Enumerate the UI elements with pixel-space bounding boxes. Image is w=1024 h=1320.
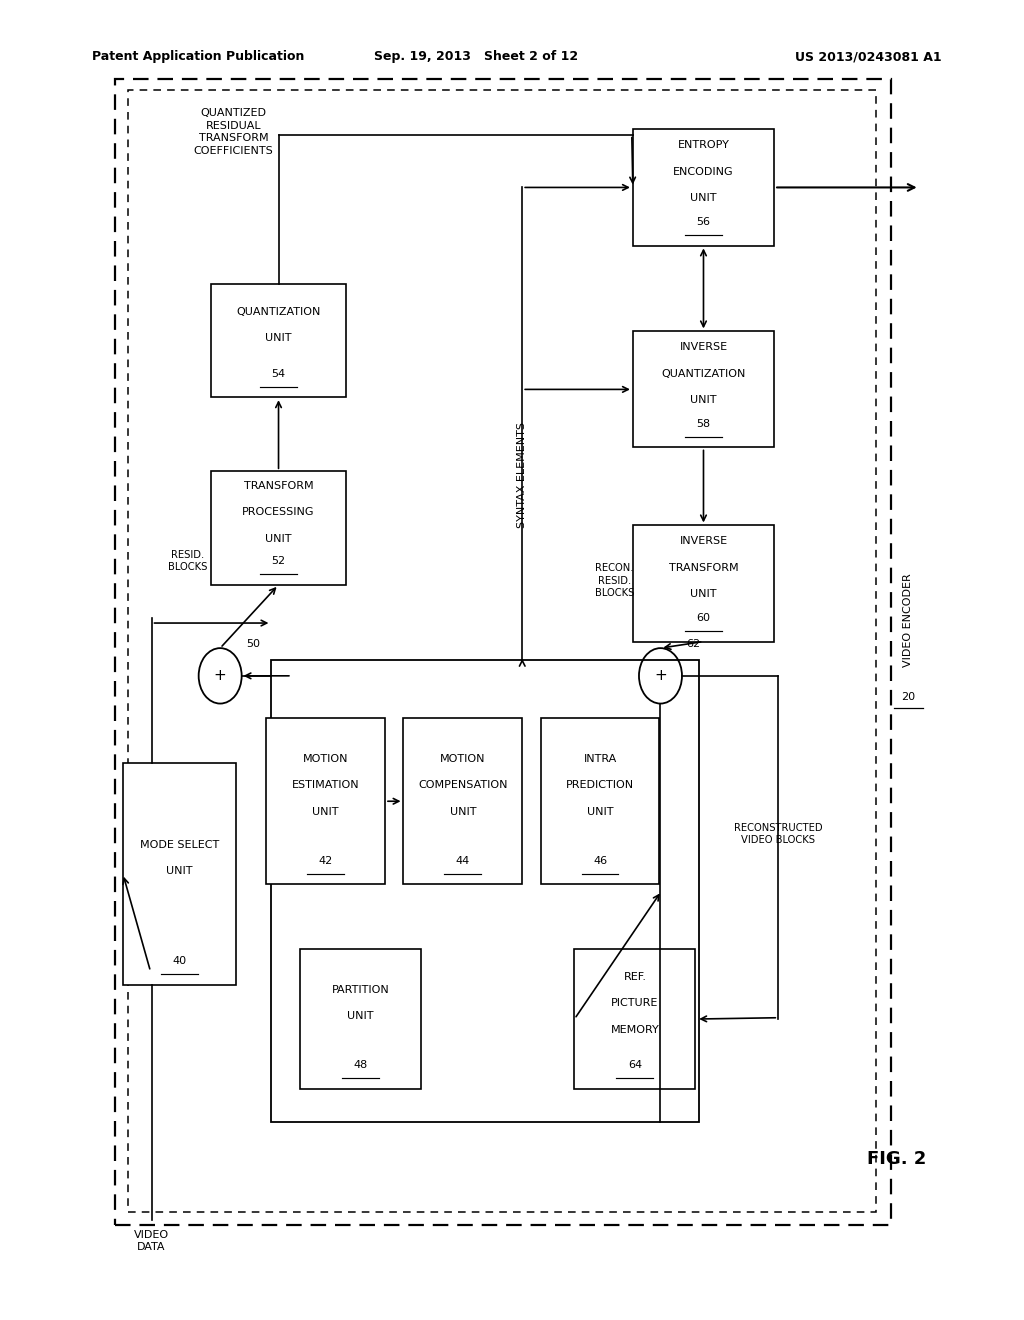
Bar [123,763,236,985]
Text: UNIT: UNIT [265,333,292,343]
Text: INVERSE: INVERSE [680,536,727,546]
Text: UNIT: UNIT [166,866,193,876]
Text: 54: 54 [271,368,286,379]
Text: 46: 46 [593,855,607,866]
Text: VIDEO ENCODER: VIDEO ENCODER [903,573,913,668]
Text: UNIT: UNIT [690,395,717,405]
Text: UNIT: UNIT [347,1011,374,1022]
Text: COMPENSATION: COMPENSATION [418,780,508,791]
Bar [403,718,522,884]
Text: ESTIMATION: ESTIMATION [292,780,359,791]
Text: QUANTIZED
RESIDUAL
TRANSFORM
COEFFICIENTS: QUANTIZED RESIDUAL TRANSFORM COEFFICIENT… [194,108,273,156]
Text: +: + [214,668,226,684]
Text: RECONSTRUCTED
VIDEO BLOCKS: RECONSTRUCTED VIDEO BLOCKS [734,824,822,845]
Bar [633,331,774,447]
Text: 20: 20 [901,692,915,702]
Bar [541,718,659,884]
Text: 40: 40 [172,956,186,966]
Text: 56: 56 [696,216,711,227]
Text: ENTROPY: ENTROPY [678,140,729,150]
Text: 50: 50 [246,639,260,649]
Text: 64: 64 [628,1060,642,1071]
Text: 60: 60 [696,612,711,623]
Text: VIDEO
DATA: VIDEO DATA [134,1230,169,1251]
Bar [633,525,774,642]
Text: Patent Application Publication: Patent Application Publication [92,50,304,63]
Text: PROCESSING: PROCESSING [243,507,314,517]
Text: UNIT: UNIT [690,193,717,203]
Text: UNIT: UNIT [450,807,476,817]
Text: SYNTAX ELEMENTS: SYNTAX ELEMENTS [517,422,527,528]
Text: 62: 62 [686,639,700,649]
Text: TRANSFORM: TRANSFORM [669,562,738,573]
Text: US 2013/0243081 A1: US 2013/0243081 A1 [796,50,942,63]
Bar [633,129,774,246]
Bar [300,949,421,1089]
Text: FIG. 2: FIG. 2 [867,1150,927,1168]
Text: QUANTIZATION: QUANTIZATION [662,368,745,379]
Text: ENCODING: ENCODING [673,166,734,177]
Text: INTRA: INTRA [584,754,616,764]
Text: UNIT: UNIT [265,533,292,544]
Text: PICTURE: PICTURE [611,998,658,1008]
Text: MOTION: MOTION [440,754,485,764]
Text: 42: 42 [318,855,333,866]
Text: QUANTIZATION: QUANTIZATION [237,306,321,317]
Text: UNIT: UNIT [312,807,339,817]
Text: MODE SELECT: MODE SELECT [139,840,219,850]
Text: 52: 52 [271,556,286,566]
Text: MOTION: MOTION [303,754,348,764]
Text: INVERSE: INVERSE [680,342,727,352]
Bar [211,284,346,397]
Bar [271,660,699,1122]
Text: 48: 48 [353,1060,368,1071]
Bar [266,718,385,884]
Text: Sep. 19, 2013   Sheet 2 of 12: Sep. 19, 2013 Sheet 2 of 12 [374,50,579,63]
Bar [115,79,891,1225]
Text: UNIT: UNIT [587,807,613,817]
Text: PARTITION: PARTITION [332,985,389,995]
Text: UNIT: UNIT [690,589,717,599]
Bar [211,471,346,585]
Text: RESID.
BLOCKS: RESID. BLOCKS [168,550,207,572]
Text: +: + [654,668,667,684]
Text: PREDICTION: PREDICTION [566,780,634,791]
Text: 58: 58 [696,418,711,429]
Text: TRANSFORM: TRANSFORM [244,480,313,491]
Text: REF.: REF. [624,972,646,982]
Text: RECON.
RESID.
BLOCKS: RECON. RESID. BLOCKS [595,564,634,598]
Text: 44: 44 [456,855,470,866]
Text: MEMORY: MEMORY [610,1024,659,1035]
Bar [574,949,695,1089]
Bar [128,90,876,1212]
